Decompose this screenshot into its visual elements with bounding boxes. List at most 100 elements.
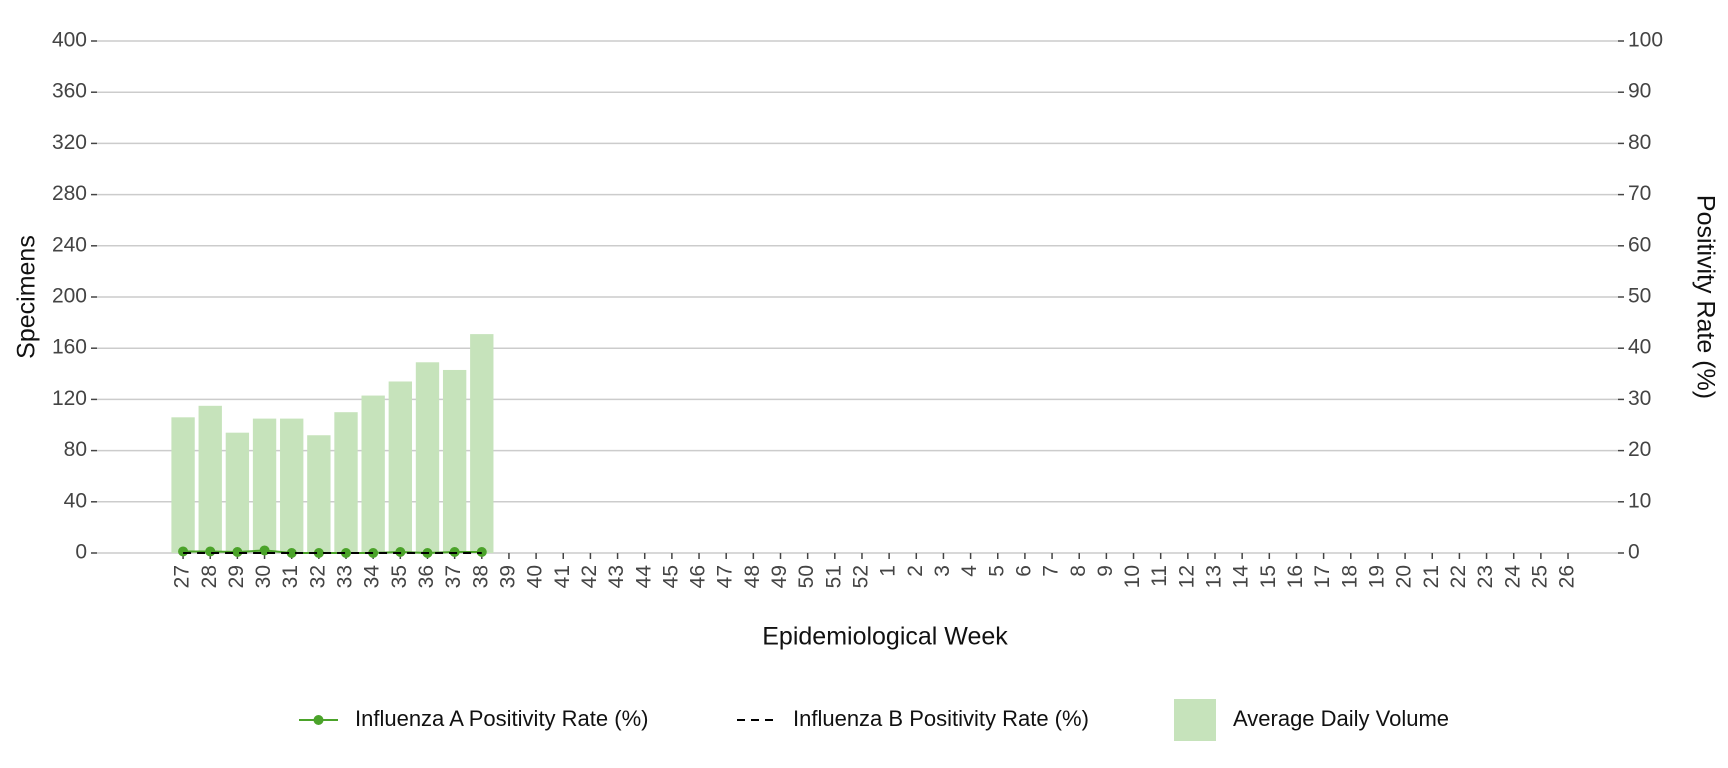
y2-tick-label: 30 (1628, 387, 1651, 410)
y-tick-label: 240 (52, 233, 87, 256)
x-tick-label: 31 (279, 565, 302, 588)
x-tick-label: 14 (1230, 565, 1253, 589)
x-tick-label: 34 (361, 565, 384, 589)
legend-label: Influenza A Positivity Rate (%) (355, 706, 648, 731)
bar (442, 369, 467, 553)
x-tick-label: 6 (1012, 565, 1035, 577)
y-tick-label: 80 (64, 438, 87, 461)
x-tick-label: 39 (496, 565, 519, 588)
y-axis-title: Specimens (13, 235, 41, 359)
x-tick-label: 4 (958, 565, 981, 577)
point (259, 545, 270, 556)
x-tick-label: 45 (659, 565, 682, 588)
x-tick-label: 33 (334, 565, 357, 588)
x-tick-label: 51 (822, 565, 845, 588)
y-tick-label: 120 (52, 387, 87, 410)
x-tick-label: 36 (415, 565, 438, 588)
x-tick-label: 49 (768, 565, 791, 588)
y2-tick-label: 100 (1628, 29, 1663, 52)
y-tick-label: 160 (52, 336, 87, 359)
y2-tick-label: 90 (1628, 80, 1651, 103)
bar (252, 418, 277, 553)
x-tick-label: 38 (469, 565, 492, 588)
x-tick-label: 41 (551, 565, 574, 588)
point (368, 548, 379, 558)
y-tick-label: 200 (52, 285, 87, 308)
point (178, 546, 189, 557)
bar (470, 334, 494, 553)
x-tick-label: 43 (605, 565, 628, 588)
point (205, 546, 216, 557)
x-tick-label: 10 (1121, 565, 1144, 588)
x-tick-label: 47 (714, 565, 737, 588)
x-tick-label: 32 (306, 565, 329, 588)
bar (361, 395, 385, 553)
y-tick-label: 0 (75, 541, 87, 564)
x-axis-title: Epidemiological Week (762, 623, 1008, 651)
x-tick-label: 37 (442, 565, 465, 588)
x-tick-label: 5 (985, 565, 1008, 577)
point (232, 546, 243, 557)
x-tick-label: 52 (850, 565, 873, 588)
x-tick-label: 8 (1067, 565, 1090, 577)
y-tick-label: 280 (52, 182, 87, 205)
point (449, 546, 460, 557)
legend-swatch (1174, 699, 1216, 741)
x-tick-label: 46 (687, 565, 710, 588)
legend-marker (313, 715, 324, 725)
bar (307, 435, 331, 553)
bar (334, 412, 358, 553)
y2-tick-label: 20 (1628, 438, 1651, 461)
y2-tick-label: 60 (1628, 233, 1651, 256)
x-tick-label: 1 (877, 565, 900, 577)
x-tick-label: 16 (1284, 565, 1307, 588)
y2-axis-title: Positivity Rate (%) (1691, 195, 1719, 399)
x-tick-label: 25 (1528, 565, 1551, 588)
legend-label: Average Daily Volume (1233, 706, 1449, 731)
x-tick-label: 29 (225, 565, 248, 588)
y-tick-label: 320 (52, 131, 87, 154)
y-tick-label: 360 (52, 80, 87, 103)
x-tick-label: 23 (1474, 565, 1497, 588)
y-tick-label: 400 (52, 29, 87, 52)
x-tick-label: 28 (198, 565, 221, 588)
bar (198, 405, 222, 553)
y2-tick-label: 70 (1628, 182, 1651, 205)
point (395, 546, 406, 557)
x-tick-label: 18 (1338, 565, 1361, 588)
x-tick-label: 19 (1365, 565, 1388, 588)
bar (171, 417, 195, 553)
x-tick-label: 12 (1175, 565, 1198, 588)
x-tick-label: 22 (1447, 565, 1470, 588)
x-tick-label: 17 (1311, 565, 1334, 588)
bar (225, 432, 250, 553)
x-tick-label: 42 (578, 565, 601, 588)
x-tick-label: 9 (1094, 565, 1117, 577)
point (341, 548, 352, 558)
y2-tick-label: 50 (1628, 285, 1651, 308)
legend-label: Influenza B Positivity Rate (%) (793, 706, 1089, 731)
y2-tick-label: 40 (1628, 336, 1651, 359)
bar (280, 418, 304, 553)
x-tick-label: 2 (904, 565, 927, 577)
point (286, 548, 297, 558)
x-tick-label: 11 (1148, 565, 1171, 587)
x-tick-label: 24 (1501, 565, 1524, 589)
x-tick-label: 3 (931, 565, 954, 577)
x-tick-label: 35 (388, 565, 411, 588)
y-tick-label: 40 (64, 489, 87, 512)
x-tick-label: 13 (1203, 565, 1226, 588)
x-tick-label: 27 (171, 565, 194, 588)
x-tick-label: 20 (1393, 565, 1416, 588)
bar (415, 362, 440, 553)
x-tick-label: 44 (632, 565, 655, 589)
x-tick-label: 48 (741, 565, 764, 588)
point (313, 548, 324, 558)
y2-tick-label: 10 (1628, 489, 1651, 512)
bar (388, 381, 413, 553)
x-tick-label: 21 (1420, 565, 1443, 588)
y2-tick-label: 80 (1628, 131, 1651, 154)
x-tick-label: 26 (1556, 565, 1579, 588)
x-tick-label: 40 (524, 565, 547, 588)
